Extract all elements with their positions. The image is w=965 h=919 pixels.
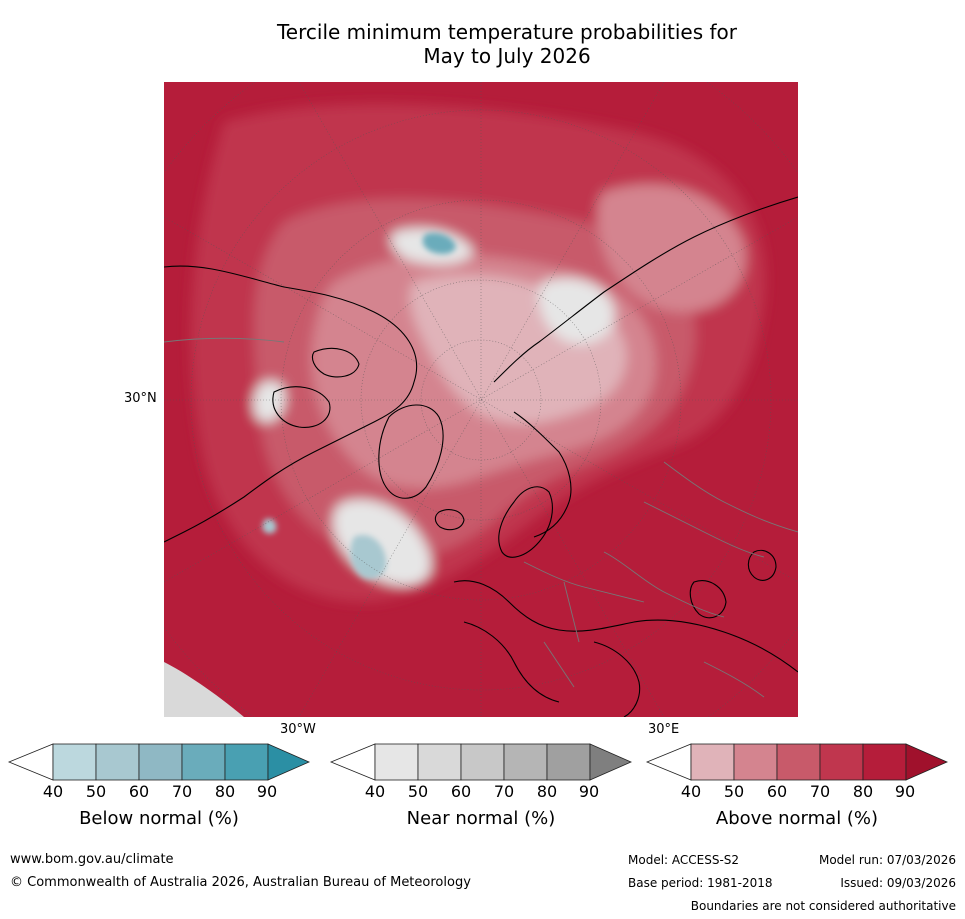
colorbar-above-tick: 50: [723, 782, 745, 801]
colorbar-near-tick: 80: [536, 782, 558, 801]
colorbar-near-ticks: 40 50 60 70 80 90: [331, 782, 631, 802]
model-run-text: Model run: 07/03/2026: [818, 853, 956, 867]
colorbar-upper-extension: [905, 743, 948, 781]
polar-map-svg: [164, 82, 798, 717]
greenland-coast: [378, 404, 444, 499]
colorbar-near-normal: [329, 742, 632, 782]
colorbar-near-tick: 40: [364, 782, 386, 801]
copyright-text: © Commonwealth of Australia 2026, Austra…: [10, 875, 471, 890]
colorbar-near-tick: 60: [450, 782, 472, 801]
disclaimer-text: Boundaries are not considered authoritat…: [690, 899, 956, 913]
colorbar-below-normal: [7, 742, 310, 782]
model-text: Model: ACCESS-S2: [628, 853, 740, 867]
colorbar-segment: [776, 743, 821, 781]
colorbar-above-tick: 70: [809, 782, 831, 801]
colorbar-above-ticks: 40 50 60 70 80 90: [647, 782, 947, 802]
colorbar-near-tick: 70: [493, 782, 515, 801]
grey-corner: [164, 662, 244, 717]
colorbar-segment: [374, 743, 419, 781]
colorbar-segment: [819, 743, 864, 781]
colorbar-segment: [224, 743, 269, 781]
scandinavia-coast: [498, 486, 553, 558]
colorbar-near-normal-svg: [329, 743, 632, 781]
lon-label-30w: 30°W: [280, 722, 316, 737]
colorbar-segment: [52, 743, 97, 781]
colorbar-below-tick: 90: [256, 782, 278, 801]
colorbar-lower-extension: [7, 743, 54, 781]
base-period-text: Base period: 1981-2018: [628, 876, 773, 890]
colorbar-above-tick: 40: [680, 782, 702, 801]
coastlines: [164, 196, 798, 717]
map-title: Tercile minimum temperature probabilitie…: [0, 20, 965, 68]
colorbar-below-normal-svg: [7, 743, 310, 781]
colorbar-above-tick: 90: [894, 782, 916, 801]
colorbar-near-tick: 50: [407, 782, 429, 801]
lat-label-30n: 30°N: [124, 391, 157, 406]
colorbar-near-tick: 90: [578, 782, 600, 801]
colorbar-lower-extension: [645, 743, 692, 781]
colorbar-above-label: Above normal (%): [715, 808, 879, 829]
below-normal-patch-2: [422, 232, 456, 255]
colorbar-segment: [138, 743, 183, 781]
map-title-line2: May to July 2026: [423, 44, 591, 68]
colorbar-below-tick: 40: [42, 782, 64, 801]
colorbar-segment: [690, 743, 735, 781]
colorbar-above-normal: [645, 742, 948, 782]
colorbar-segment: [733, 743, 778, 781]
colorbar-above-tick: 60: [766, 782, 788, 801]
colorbar-below-label: Below normal (%): [79, 808, 239, 829]
colorbar-above-normal-svg: [645, 743, 948, 781]
below-normal-patch-3: [262, 518, 277, 534]
colorbar-segment: [503, 743, 548, 781]
colorbar-segment: [181, 743, 226, 781]
colorbar-segment: [95, 743, 140, 781]
colorbar-segment: [862, 743, 907, 781]
colorbar-lower-extension: [329, 743, 376, 781]
issued-text: Issued: 09/03/2026: [840, 876, 956, 890]
colorbar-segment: [460, 743, 505, 781]
lon-label-30e: 30°E: [648, 722, 680, 737]
colorbar-segment: [417, 743, 462, 781]
colorbar-upper-extension: [267, 743, 310, 781]
colorbar-below-ticks: 40 50 60 70 80 90: [9, 782, 309, 802]
colorbar-below-tick: 50: [85, 782, 107, 801]
colorbar-upper-extension: [589, 743, 632, 781]
colorbar-near-label: Near normal (%): [406, 808, 556, 829]
colorbar-below-tick: 60: [128, 782, 150, 801]
polar-map: [164, 82, 798, 717]
below-normal-patch-1: [350, 534, 387, 580]
above-60-east: [597, 184, 746, 312]
colorbar-below-tick: 80: [214, 782, 236, 801]
colorbar-above-tick: 80: [852, 782, 874, 801]
graticule: [164, 82, 798, 717]
colorbar-below-tick: 70: [171, 782, 193, 801]
colorbar-segment: [546, 743, 591, 781]
country-borders: [164, 337, 798, 698]
website-link[interactable]: www.bom.gov.au/climate: [10, 852, 174, 867]
map-title-line1: Tercile minimum temperature probabilitie…: [276, 20, 738, 44]
